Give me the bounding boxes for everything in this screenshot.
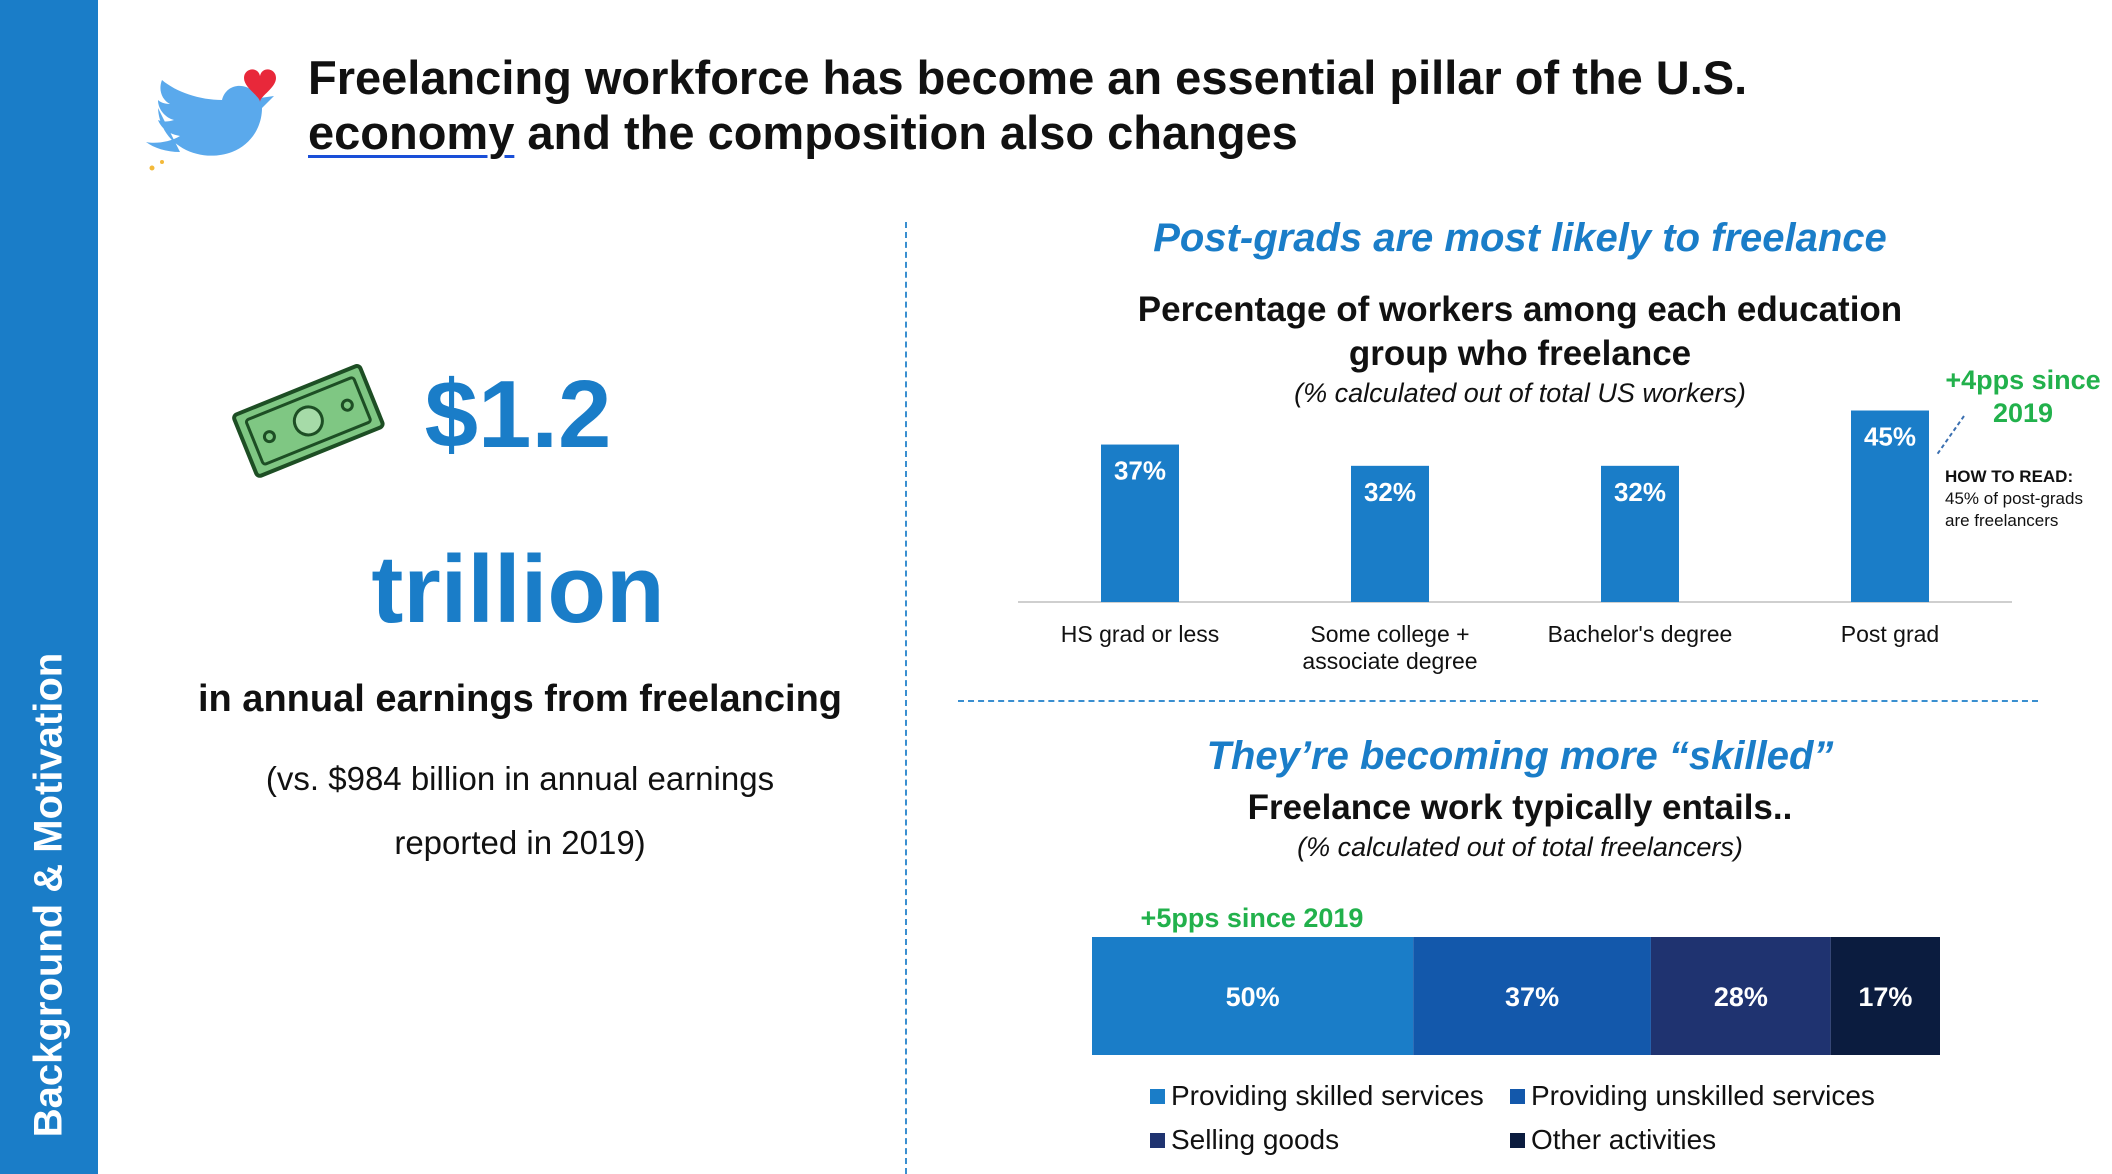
- how-to-read-line-1: 45% of post-grads: [1945, 489, 2083, 508]
- earnings-description: in annual earnings from freelancing: [197, 678, 842, 720]
- education-chart-title-line-2: group who freelance: [1348, 334, 1692, 373]
- legend-item: Selling goods: [1150, 1124, 1339, 1156]
- postgrad-change-line-2: 2019: [1992, 398, 2054, 428]
- legend-label: Other activities: [1531, 1124, 1717, 1155]
- page-title: Freelancing workforce has become an esse…: [308, 50, 1908, 160]
- stacked-segment: [1092, 937, 1414, 1055]
- legend-label: Providing skilled services: [1171, 1080, 1484, 1111]
- title-line-1: Freelancing workforce has become an esse…: [308, 51, 1748, 104]
- stacked-segment-label: 17%: [1858, 982, 1912, 1012]
- title-underlined-word: economy: [308, 106, 515, 159]
- how-to-read-label: HOW TO READ: [1945, 467, 2068, 486]
- legend-item: Other activities: [1510, 1124, 1716, 1156]
- title-line-2: and the composition also changes: [514, 106, 1298, 159]
- legend-swatch: [1510, 1088, 1525, 1104]
- freelance-work-stacked-bar: 50% 37% 28% 17%: [1092, 937, 1940, 1055]
- stacked-segment: [1413, 937, 1651, 1055]
- education-category-label: Bachelor's degree: [1548, 621, 1733, 647]
- stacked-segment-label: 50%: [1226, 982, 1280, 1012]
- bird-heart-logo-icon: [146, 69, 276, 171]
- earnings-comparison: (vs. $984 billion in annual earnings rep…: [170, 747, 870, 875]
- sidebar: Background & Motivation: [0, 0, 98, 1174]
- education-category-label: Post grad: [1841, 621, 1939, 647]
- education-bar-value-label: 37%: [1114, 456, 1166, 486]
- money-bill-icon: [232, 364, 385, 478]
- legend-swatch: [1510, 1132, 1525, 1148]
- education-bar-chart: 37% HS grad or less 32% Some college + assoc…: [1018, 410, 2012, 674]
- sidebar-label: Background & Motivation: [26, 652, 71, 1138]
- education-bar: [1851, 410, 1929, 602]
- stacked-segment: [1830, 937, 1940, 1055]
- education-category-label: Some college + associate degree: [1302, 621, 1477, 674]
- earnings-unit: trillion: [371, 536, 665, 643]
- legend-item: Providing unskilled services: [1510, 1080, 1875, 1112]
- postgrad-change-line-1: +4pps since: [1945, 365, 2101, 395]
- stacked-segment-label: 37%: [1505, 982, 1559, 1012]
- education-chart-subtitle: (% calculated out of total US workers): [1294, 378, 1746, 408]
- education-bar-value-label: 32%: [1364, 477, 1416, 507]
- legend-label: Selling goods: [1171, 1124, 1340, 1155]
- stacked-segment-label: 28%: [1714, 982, 1768, 1012]
- legend-swatch: [1150, 1088, 1165, 1104]
- education-chart-title: Percentage of workers among each educati…: [1000, 288, 2040, 376]
- skills-section-heading: They’re becoming more “skilled”: [1206, 734, 1834, 778]
- skills-chart-subtitle: (% calculated out of total freelancers): [1297, 832, 1743, 862]
- legend-swatch: [1150, 1132, 1165, 1148]
- earnings-amount: $1.2: [424, 361, 612, 468]
- education-bar-value-label: 32%: [1614, 477, 1666, 507]
- education-bar-value-label: 45%: [1864, 422, 1916, 452]
- education-category-label: HS grad or less: [1061, 621, 1220, 647]
- education-bar: [1351, 465, 1429, 602]
- legend-label: Providing unskilled services: [1531, 1080, 1875, 1111]
- horizontal-divider: [958, 700, 2038, 702]
- education-chart-title-line-1: Percentage of workers among each educati…: [1137, 290, 1903, 329]
- how-to-read-line-2: are freelancers: [1945, 511, 2059, 530]
- stacked-segment: [1650, 937, 1831, 1055]
- education-section-heading: Post-grads are most likely to freelance: [1153, 216, 1887, 260]
- education-bar: [1601, 465, 1679, 602]
- callout-connector: [1935, 415, 1965, 457]
- comparison-line-1: (vs. $984 billion in annual earnings: [265, 760, 775, 797]
- vertical-divider: [905, 222, 907, 1174]
- comparison-line-2: reported in 2019): [394, 824, 646, 861]
- how-to-read-note: HOW TO READ: 45% of post-grads are freel…: [1945, 466, 2105, 532]
- education-bar: [1101, 444, 1179, 602]
- skilled-change-callout: +5pps since 2019: [1140, 903, 1364, 933]
- skills-chart-title: Freelance work typically entails..: [1247, 788, 1793, 827]
- legend-item: Providing skilled services: [1150, 1080, 1484, 1112]
- postgrad-change-callout: +4pps since 2019: [1938, 364, 2108, 430]
